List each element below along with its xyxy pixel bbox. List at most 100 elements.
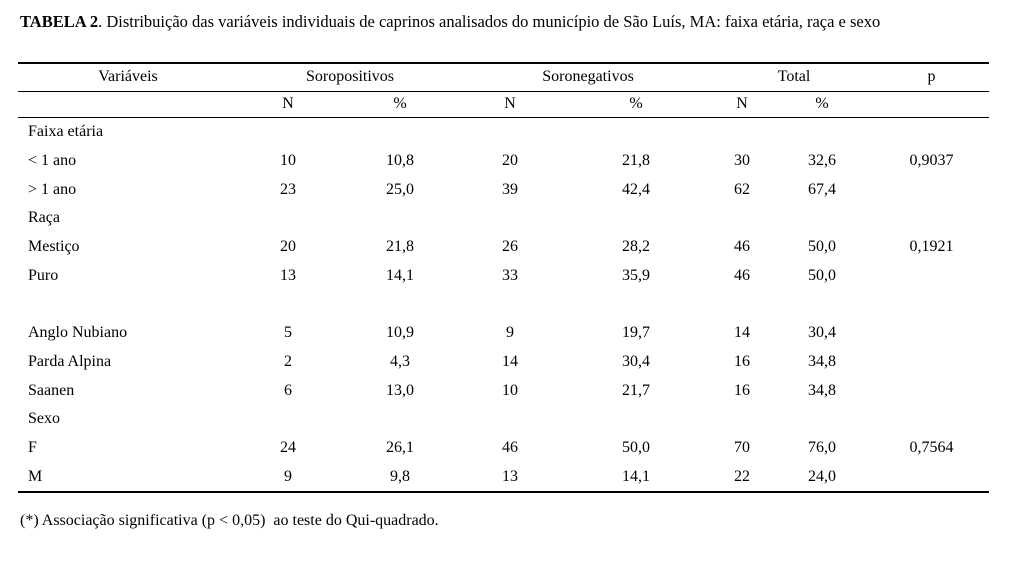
- column-header-variaveis: Variáveis: [18, 62, 238, 92]
- paper-table-page: TABELA 2. Distribuição das variáveis ind…: [0, 12, 1023, 573]
- table-caption: TABELA 2. Distribuição das variáveis ind…: [20, 12, 1023, 32]
- value-cell: [874, 290, 989, 319]
- value-cell: 14,1: [386, 266, 414, 284]
- table-row: F 24 26,1 46 50,0 70 76,0 0,7564: [18, 434, 989, 463]
- column-header-soropositivos: Soropositivos: [238, 62, 463, 92]
- value-cell: 9,8: [390, 467, 410, 485]
- value-cell: 10,9: [386, 324, 414, 342]
- value-cell: 14: [734, 324, 751, 342]
- value-cell: 9: [284, 467, 292, 485]
- value-cell: [714, 405, 770, 434]
- value-cell: 32,6: [808, 152, 837, 169]
- value-cell: [558, 204, 714, 233]
- row-label-cell: Saanen: [28, 381, 75, 399]
- value-cell: [874, 347, 989, 376]
- value-cell: 26,1: [386, 438, 414, 456]
- value-cell: 39: [502, 180, 519, 198]
- value-cell: 21,7: [622, 381, 651, 399]
- row-label-cell: Sexo: [28, 410, 60, 428]
- table-row: < 1 ano 10 10,8 20 21,8 30 32,6 0,9037: [18, 147, 989, 176]
- table-row: Faixa etária: [18, 117, 989, 146]
- value-cell: [338, 290, 462, 319]
- row-label-cell: Parda Alpina: [28, 352, 112, 370]
- table-row: Mestiço 20 21,8 26 28,2 46 50,0 0,1921: [18, 233, 989, 262]
- value-cell: 16: [734, 352, 751, 370]
- value-cell: 0,1921: [909, 238, 954, 256]
- value-cell: 62: [734, 180, 751, 198]
- value-cell: [462, 405, 558, 434]
- value-cell: 2: [284, 352, 292, 370]
- value-cell: [714, 204, 770, 233]
- value-cell: [874, 405, 989, 434]
- value-cell: 30,4: [622, 352, 651, 370]
- value-cell: [338, 117, 462, 146]
- row-label-cell: Raça: [28, 209, 60, 227]
- value-cell: [558, 405, 714, 434]
- value-cell: 34,8: [808, 352, 837, 370]
- value-cell: 5: [284, 324, 292, 342]
- row-label-cell: Faixa etária: [28, 123, 104, 141]
- value-cell: 25,0: [386, 180, 414, 198]
- value-cell: 50,0: [808, 266, 837, 284]
- row-label-cell: Puro: [28, 266, 59, 284]
- value-cell: [770, 117, 874, 146]
- value-cell: [874, 117, 989, 146]
- subheader-blank-left: [18, 91, 238, 118]
- value-cell: 10: [280, 152, 296, 169]
- value-cell: 22: [734, 467, 751, 485]
- value-cell: [714, 290, 770, 319]
- value-cell: 20: [280, 238, 296, 256]
- value-cell: 6: [284, 381, 292, 399]
- value-cell: 28,2: [622, 238, 651, 256]
- value-cell: [462, 290, 558, 319]
- value-cell: 14: [502, 352, 519, 370]
- table-row: Saanen 6 13,0 10 21,7 16 34,8: [18, 376, 989, 405]
- value-cell: 67,4: [808, 180, 837, 198]
- value-cell: 23: [280, 180, 296, 198]
- value-cell: [238, 204, 338, 233]
- table-row: Anglo Nubiano 5 10,9 9 19,7 14 30,4: [18, 319, 989, 348]
- table-body: Faixa etária < 1 ano 10 10,8 20 21,8 30 32,6 0,9…: [18, 117, 989, 491]
- value-cell: 13: [502, 467, 519, 485]
- row-label-cell: Mestiço: [28, 238, 80, 256]
- value-cell: 0,7564: [909, 438, 954, 456]
- value-cell: 50,0: [622, 438, 651, 456]
- value-cell: 46: [734, 238, 751, 256]
- value-cell: [462, 117, 558, 146]
- value-cell: [238, 117, 338, 146]
- value-cell: 13: [280, 266, 296, 284]
- value-cell: [238, 290, 338, 319]
- value-cell: 35,9: [622, 266, 651, 284]
- value-cell: [874, 462, 989, 492]
- footnote: (*) Associação significativa (p < 0,05) …: [20, 511, 439, 529]
- table-row: Sexo: [18, 405, 989, 434]
- value-cell: [874, 204, 989, 233]
- value-cell: 10: [502, 381, 519, 399]
- value-cell: [338, 204, 462, 233]
- value-cell: [874, 376, 989, 405]
- value-cell: [874, 261, 989, 290]
- row-label-cell: [18, 290, 238, 319]
- value-cell: 16: [734, 381, 751, 399]
- value-cell: [462, 204, 558, 233]
- value-cell: [770, 290, 874, 319]
- value-cell: 30: [734, 152, 751, 169]
- value-cell: 21,8: [622, 152, 651, 169]
- table-row: Parda Alpina 2 4,3 14 30,4 16 34,8: [18, 347, 989, 376]
- subheader-blank-right: [874, 91, 990, 118]
- table-subheader-row: N % N % N %: [18, 91, 990, 118]
- value-cell: [558, 290, 714, 319]
- value-cell: 30,4: [808, 324, 837, 342]
- table-row: > 1 ano 23 25,0 39 42,4 62 67,4: [18, 175, 989, 204]
- subheader-soropositivos-pct: %: [338, 91, 463, 118]
- value-cell: 14,1: [622, 467, 651, 485]
- column-header-p: p: [874, 62, 990, 92]
- value-cell: 42,4: [622, 180, 651, 198]
- value-cell: [238, 405, 338, 434]
- column-header-soronegativos: Soronegativos: [462, 62, 715, 92]
- table-row: Puro 13 14,1 33 35,9 46 50,0: [18, 261, 989, 290]
- value-cell: 34,8: [808, 381, 837, 399]
- table-row: Raça: [18, 204, 989, 233]
- value-cell: 24,0: [808, 467, 837, 485]
- value-cell: 33: [502, 266, 519, 284]
